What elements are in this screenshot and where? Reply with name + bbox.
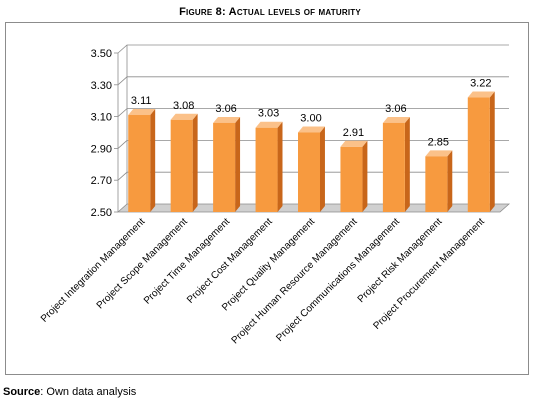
gridline xyxy=(117,108,509,117)
bars xyxy=(128,91,495,212)
bar-front xyxy=(255,127,278,212)
y-tick-label: 3.30 xyxy=(91,80,112,92)
source-label: Source xyxy=(3,386,41,398)
gridline xyxy=(117,44,509,54)
bar xyxy=(170,113,198,212)
bar-front xyxy=(170,119,193,212)
data-label: 3.03 xyxy=(258,108,279,120)
gridline xyxy=(117,171,509,181)
bar xyxy=(255,121,283,212)
bar-side xyxy=(192,113,198,212)
bar xyxy=(382,116,410,212)
bar-front xyxy=(340,146,363,212)
figure-title: Figure 8: Actual levels of maturity xyxy=(179,6,361,18)
y-tick-label: 2.50 xyxy=(91,207,112,219)
y-tick-label: 2.90 xyxy=(91,143,112,155)
bar-side xyxy=(320,126,325,212)
y-axis: 2.50 2.70 2.90 3.10 3.30 3.50 xyxy=(91,48,119,219)
bar xyxy=(467,91,495,212)
gridline xyxy=(117,139,509,149)
bar-top xyxy=(425,150,453,157)
bar-top xyxy=(298,126,325,133)
bar xyxy=(340,140,368,212)
bar-side xyxy=(362,140,368,212)
source-note: Source: Own data analysis xyxy=(3,386,136,398)
category-label: Project Risk Management xyxy=(356,216,445,305)
bar-top xyxy=(467,91,495,98)
category-label: Project Time Management xyxy=(142,216,232,306)
data-label: 3.22 xyxy=(470,78,491,90)
bar xyxy=(128,109,156,212)
data-label: 3.00 xyxy=(300,113,321,125)
bar-top xyxy=(170,113,198,120)
data-label: 3.06 xyxy=(385,103,406,115)
category-label: Project Cost Management xyxy=(185,216,275,306)
bar-top xyxy=(255,121,283,128)
bar-side xyxy=(150,109,156,212)
data-labels: 3.11 3.08 3.06 3.03 3.00 2.91 3.06 2.85 3.22 xyxy=(131,78,492,149)
bar-front xyxy=(213,122,236,212)
y-tick-label: 3.10 xyxy=(91,112,112,124)
gridline xyxy=(117,76,509,86)
y-tick-label: 3.50 xyxy=(91,48,112,60)
data-label: 2.91 xyxy=(343,127,364,139)
bar-side xyxy=(489,91,495,212)
y-tick-label: 2.70 xyxy=(91,175,112,187)
data-label: 3.11 xyxy=(131,95,152,107)
bar-front xyxy=(382,122,405,212)
bar-side xyxy=(404,116,410,212)
bar-side xyxy=(277,121,283,212)
data-label: 3.08 xyxy=(173,100,194,112)
bar-front xyxy=(467,97,490,212)
data-label: 2.85 xyxy=(428,136,449,148)
bar xyxy=(213,116,241,212)
bar-side xyxy=(447,150,453,212)
bar-top xyxy=(382,116,410,123)
bar xyxy=(298,126,325,212)
bar-front xyxy=(298,132,320,212)
bar-chart: 2.50 2.70 2.90 3.10 3.30 3.50 3.11 3.08 3.06 3.0… xyxy=(39,44,511,346)
bar-side xyxy=(235,116,241,212)
bar xyxy=(425,150,453,212)
bar-top xyxy=(340,140,368,147)
data-label: 3.06 xyxy=(215,103,236,115)
bar-front xyxy=(128,115,151,212)
bar-top xyxy=(213,116,241,123)
bar-front xyxy=(425,156,448,212)
bar-top xyxy=(128,109,156,116)
source-text: : Own data analysis xyxy=(40,386,137,398)
